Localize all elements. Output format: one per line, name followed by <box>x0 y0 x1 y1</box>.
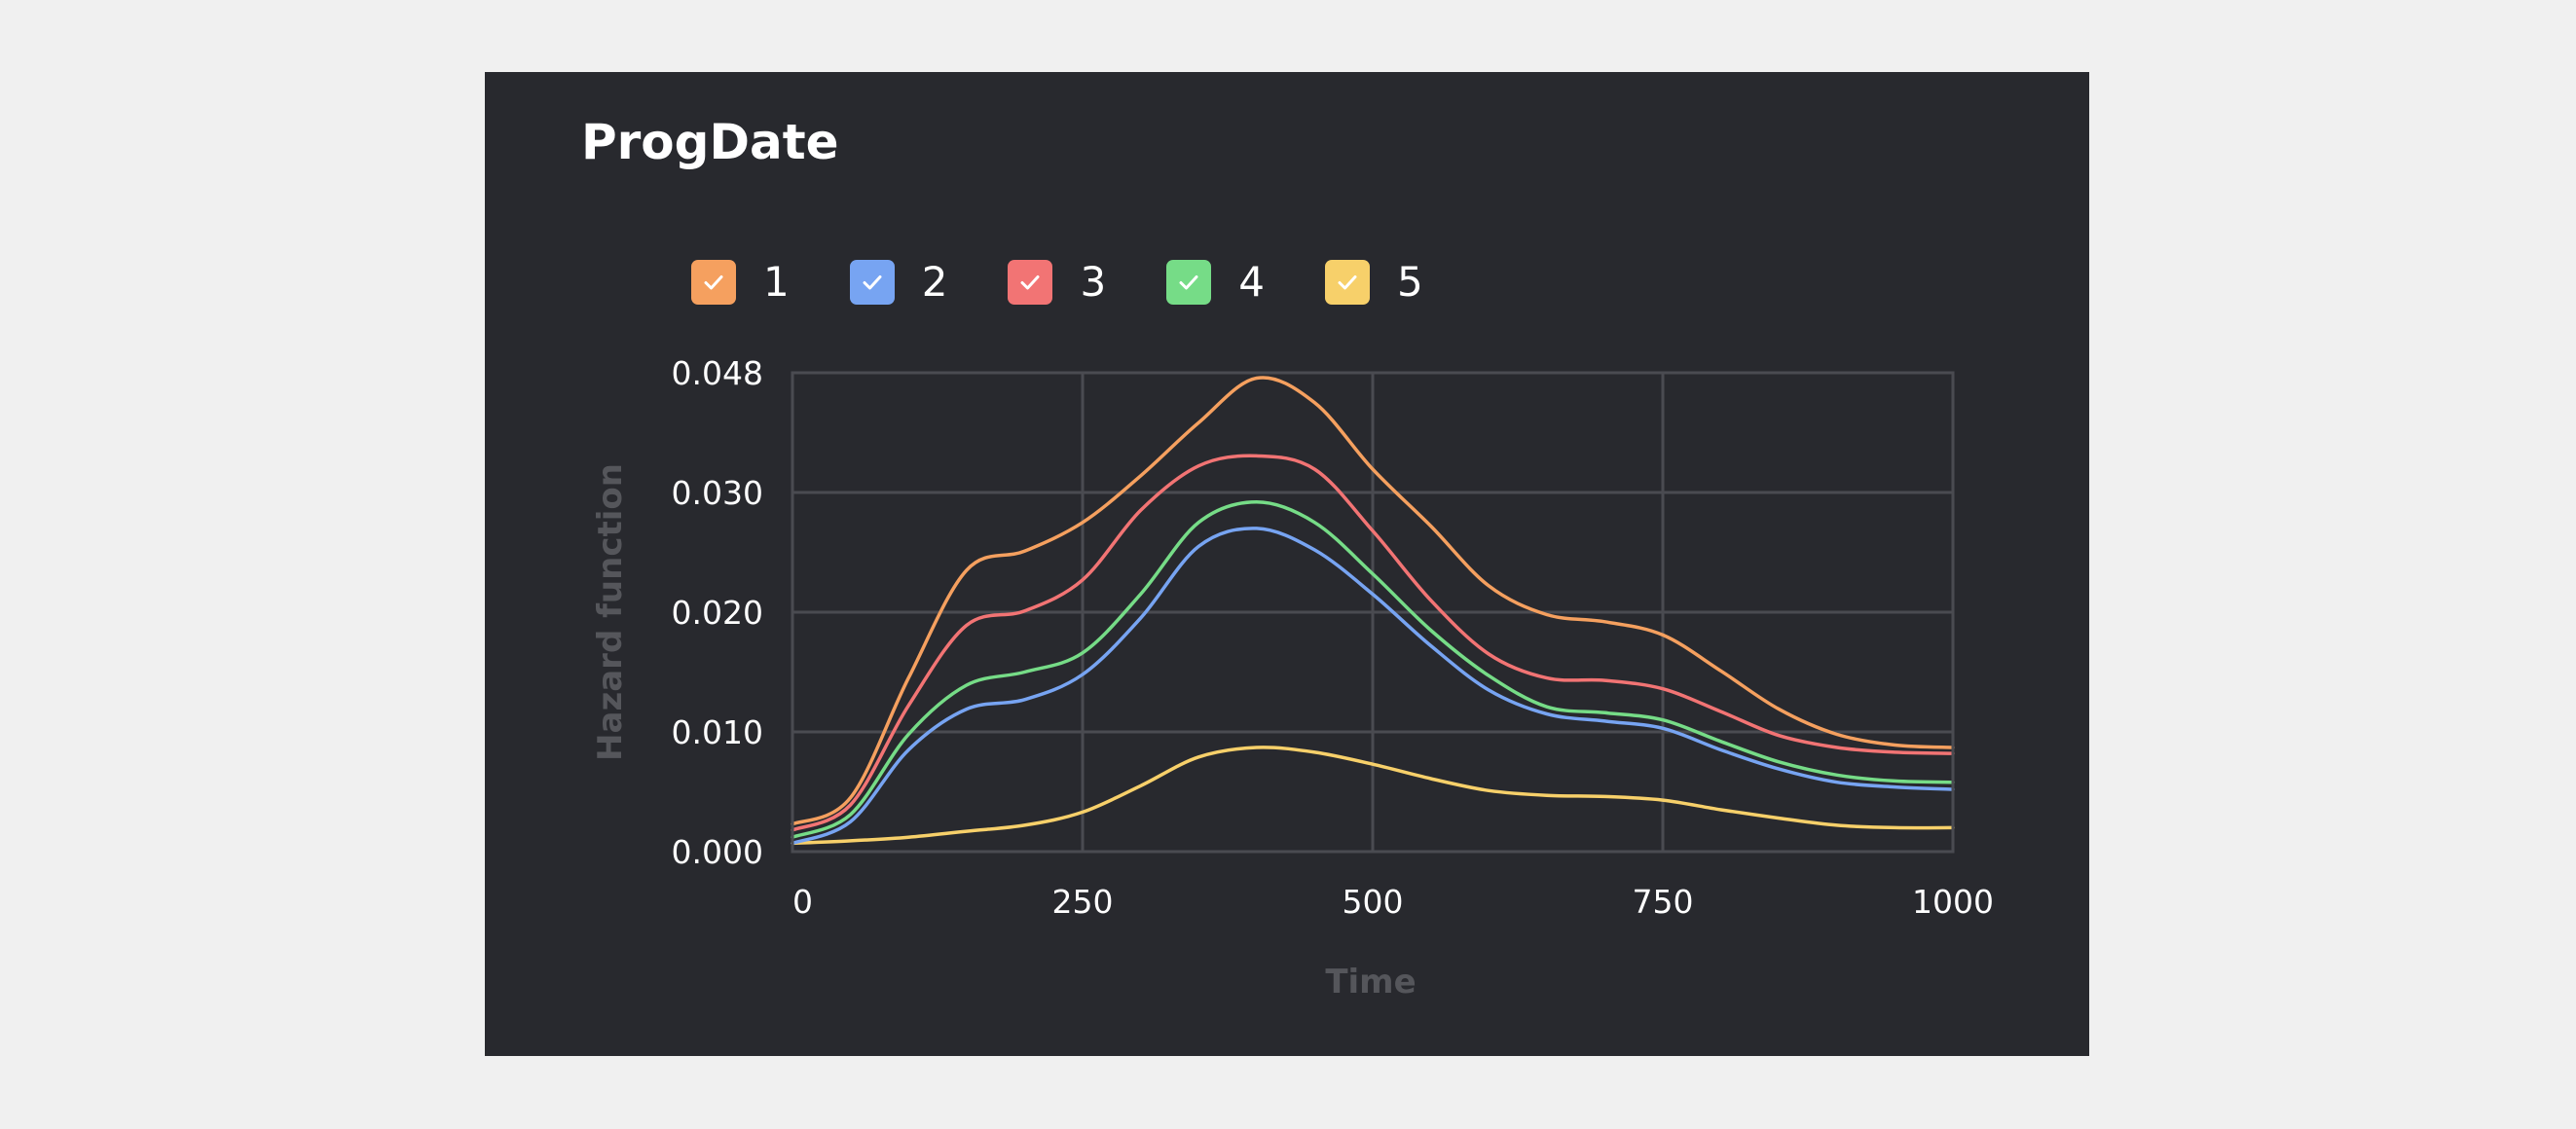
legend: 1 2 3 4 5 <box>691 259 1484 306</box>
legend-label: 3 <box>1080 258 1107 306</box>
y-tick-label: 0.010 <box>672 713 763 751</box>
legend-item-5[interactable]: 5 <box>1324 258 1423 306</box>
plot-border <box>791 371 1955 854</box>
y-tick-label: 0.048 <box>672 354 763 392</box>
grid <box>791 371 1955 854</box>
x-tick-label: 0 <box>792 883 813 921</box>
series-line-2 <box>791 527 1955 846</box>
checkmark-icon <box>704 275 723 290</box>
y-axis-title: Hazard function <box>591 463 630 761</box>
checkmark-icon <box>1020 275 1040 290</box>
series-line-4 <box>791 500 1955 839</box>
x-tick-label: 250 <box>1052 883 1114 921</box>
legend-item-1[interactable]: 1 <box>691 259 790 306</box>
checkmark-icon <box>1338 275 1357 290</box>
chart-card: ProgDate 1 2 3 4 5 0.000 0.010 0.020 0.030 0.048… <box>485 72 2089 1056</box>
legend-label: 1 <box>763 258 790 306</box>
y-tick-label: 0.020 <box>672 594 763 632</box>
x-tick-label: 750 <box>1633 883 1694 921</box>
plot-area: 0.000 0.010 0.020 0.030 0.048 0 250 500 750 1000 T… <box>591 354 1994 1002</box>
legend-checkbox[interactable] <box>691 260 736 305</box>
legend-label: 5 <box>1396 258 1423 306</box>
checkmark-icon <box>863 275 882 290</box>
series-line-5 <box>791 746 1955 846</box>
legend-label: 2 <box>921 258 948 306</box>
x-tick-label: 1000 <box>1912 883 1994 921</box>
checkmark-icon <box>1179 275 1198 290</box>
legend-checkbox[interactable] <box>1324 260 1370 305</box>
legend-item-4[interactable]: 4 <box>1166 259 1265 306</box>
legend-checkbox[interactable] <box>1008 260 1053 305</box>
chart-title: ProgDate <box>581 114 839 170</box>
y-tick-label: 0.030 <box>672 474 763 512</box>
legend-checkbox[interactable] <box>1166 260 1212 305</box>
x-axis-title: Time <box>1325 963 1416 1002</box>
legend-item-2[interactable]: 2 <box>849 258 948 306</box>
series-line-1 <box>791 376 1955 826</box>
legend-item-3[interactable]: 3 <box>1008 259 1106 306</box>
series-line-3 <box>791 454 1955 832</box>
legend-label: 4 <box>1238 258 1265 306</box>
y-tick-label: 0.000 <box>672 833 763 871</box>
legend-checkbox[interactable] <box>849 260 895 305</box>
x-tick-label: 500 <box>1343 883 1404 921</box>
